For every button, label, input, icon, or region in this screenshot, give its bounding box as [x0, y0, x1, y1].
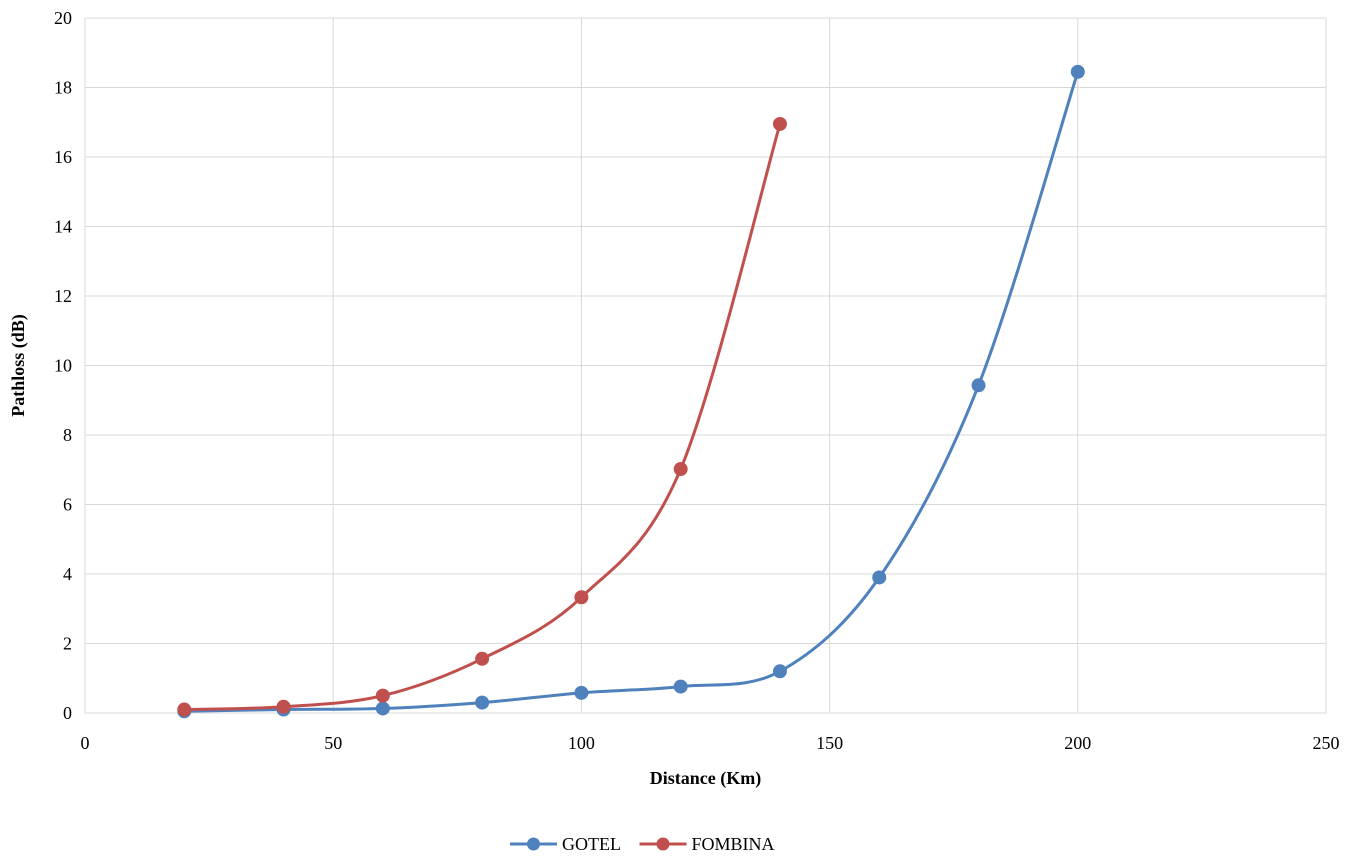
legend: GOTEL FOMBINA — [510, 834, 775, 854]
legend-item: FOMBINA — [639, 834, 775, 854]
data-point — [574, 685, 589, 700]
x-tick-label: 150 — [816, 733, 843, 753]
y-tick-label: 0 — [63, 703, 72, 723]
series-gotel — [177, 64, 1085, 719]
gridlines — [84, 17, 1327, 714]
data-point — [673, 679, 688, 694]
data-point — [475, 651, 490, 666]
legend-item: GOTEL — [510, 834, 621, 854]
data-point — [971, 378, 986, 393]
y-tick-label: 18 — [54, 78, 72, 98]
data-point — [574, 590, 589, 605]
legend-label: GOTEL — [562, 834, 621, 854]
data-point — [276, 699, 291, 714]
y-tick-label: 4 — [63, 564, 72, 584]
data-point — [872, 570, 887, 585]
data-point — [1070, 64, 1085, 79]
y-tick-label: 12 — [54, 286, 72, 306]
data-point — [375, 701, 390, 716]
y-axis-title: Pathloss (dB) — [8, 314, 29, 417]
legend-label: FOMBINA — [692, 834, 775, 854]
data-point — [772, 116, 787, 131]
x-tick-label: 0 — [81, 733, 90, 753]
series-line — [182, 70, 1080, 713]
y-tick-label: 8 — [63, 425, 72, 445]
y-tick-label: 16 — [54, 147, 72, 167]
x-tick-label: 250 — [1313, 733, 1340, 753]
data-point — [177, 702, 192, 717]
series-line — [182, 122, 782, 712]
data-point — [673, 462, 688, 477]
x-tick-label: 50 — [324, 733, 342, 753]
y-tick-label: 10 — [54, 356, 72, 376]
legend-marker — [656, 837, 670, 851]
series-layer — [177, 64, 1085, 719]
legend-marker — [527, 837, 540, 851]
series-fombina — [177, 116, 787, 717]
x-tick-label: 200 — [1064, 733, 1091, 753]
y-tick-label: 20 — [54, 8, 72, 28]
x-axis-title: Distance (Km) — [650, 768, 761, 789]
data-point — [772, 664, 787, 679]
x-tick-label: 100 — [568, 733, 595, 753]
data-point — [475, 695, 490, 710]
y-tick-label: 14 — [54, 217, 72, 237]
y-tick-label: 2 — [63, 634, 72, 654]
y-tick-label: 6 — [63, 495, 72, 515]
data-point — [375, 688, 390, 703]
